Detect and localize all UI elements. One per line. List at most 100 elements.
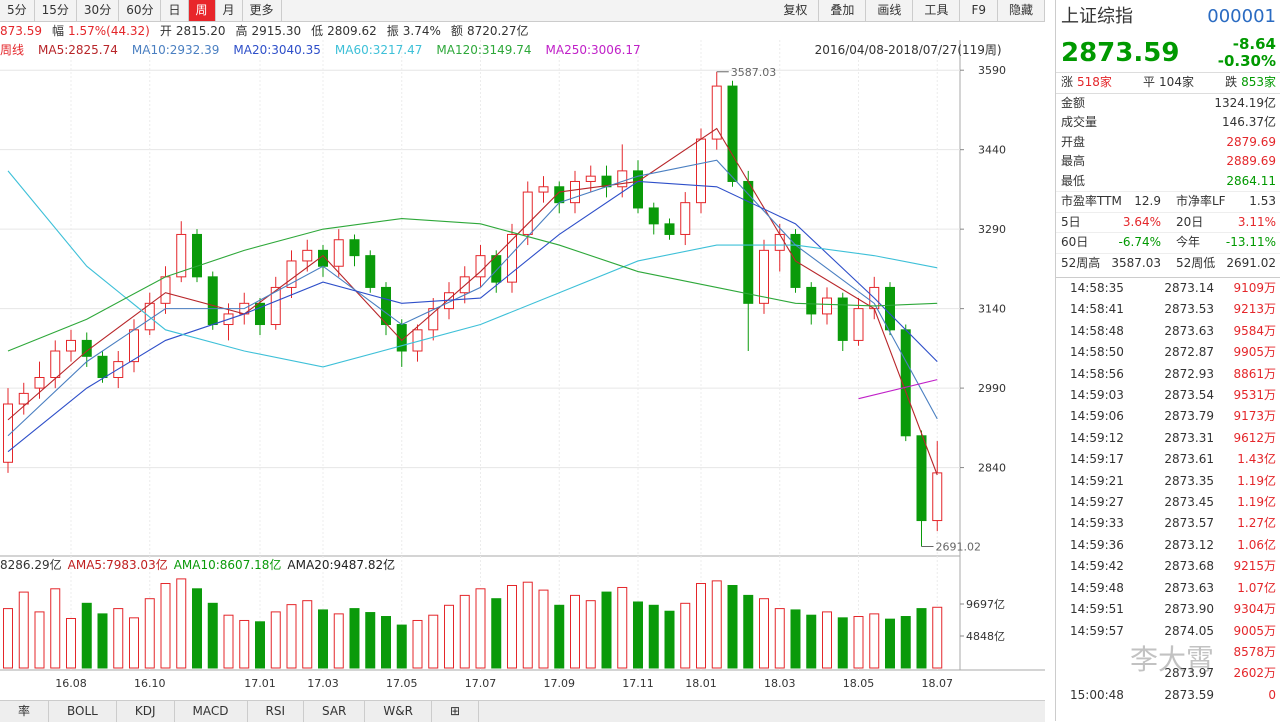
tick-row: 14:59:42 2873.68 9215万: [1056, 556, 1280, 577]
candle-body: [759, 249, 769, 304]
tick-time: 14:59:17: [1070, 452, 1124, 467]
tick-time: 14:58:56: [1070, 366, 1124, 381]
tick-time: 14:59:51: [1070, 602, 1124, 617]
add-tab[interactable]: ⊞: [432, 701, 480, 722]
volume-bar: [837, 617, 848, 669]
candle-body: [491, 255, 502, 283]
tick-row: 14:59:06 2873.79 9173万: [1056, 406, 1280, 427]
period-button[interactable]: 5分: [0, 0, 35, 21]
candle-body: [160, 276, 171, 304]
stat-row: 金额 1324.19亿: [1056, 94, 1280, 114]
period-button[interactable]: 月: [216, 0, 243, 21]
tick-price: 2873.12: [1164, 537, 1214, 552]
legend-item: MA10:2932.39: [131, 43, 220, 57]
tick-volume: 9005万: [1233, 623, 1276, 638]
candle-body: [664, 223, 675, 235]
volume-bar: [160, 583, 171, 669]
tools: 复权 叠加 画线 工具 F9 隐藏: [772, 0, 1045, 21]
tick-time: 14:59:27: [1070, 495, 1124, 510]
tool-button[interactable]: 工具: [913, 0, 961, 21]
x-tick-label: 17.03: [307, 677, 339, 690]
tool-button[interactable]: F9: [960, 0, 998, 21]
volume-bar: [522, 581, 533, 669]
quote-item: 高 2915.30: [236, 22, 302, 40]
volume-bar: [144, 598, 155, 669]
tool-button[interactable]: 复权: [772, 0, 820, 21]
volume-bar: [853, 616, 864, 669]
change: -8.64 -0.30%: [1218, 36, 1276, 70]
breadth-label: 平: [1143, 75, 1156, 89]
period-button[interactable]: 15分: [35, 0, 77, 21]
candle-body: [270, 286, 281, 326]
period-button[interactable]: 日: [161, 0, 189, 21]
tick-volume: 9109万: [1233, 281, 1276, 295]
candle-body: [176, 233, 187, 278]
ratio-item: 52周低 2691.02: [1176, 254, 1276, 274]
volume-bar: [349, 608, 360, 669]
annotation: 3587.03: [731, 66, 777, 79]
period-button[interactable]: 30分: [77, 0, 120, 21]
ratio-label: 今年: [1176, 235, 1201, 249]
ratio-value: -6.74%: [1118, 235, 1161, 249]
tool-button[interactable]: 画线: [866, 0, 914, 21]
x-tick-label: 17.01: [244, 677, 276, 690]
legend-item: MA120:3149.74: [436, 43, 532, 57]
indicator-tab[interactable]: 率: [0, 701, 50, 722]
tick-row: 14:59:33 2873.57 1.27亿: [1056, 513, 1280, 534]
toolbar: 5分 15分 30分 60分日周月更多 复权 叠加 画线 工具 F9 隐藏: [0, 0, 1045, 22]
breadth-value: 104家: [1159, 75, 1194, 89]
candle-body: [192, 233, 202, 278]
indicator-tab[interactable]: KDJ: [117, 701, 175, 722]
ma-line: [7, 170, 938, 368]
indicator-tab[interactable]: W&R: [365, 701, 432, 722]
volume-bar: [491, 598, 502, 669]
stat-row: 成交量 146.37亿: [1056, 113, 1280, 133]
legend-item: MA250:3006.17: [545, 43, 641, 57]
tick-volume: 1.43亿: [1237, 452, 1276, 467]
stat-value: 146.37亿: [1222, 115, 1276, 129]
x-tick-label: 18.03: [764, 677, 796, 690]
breadth: 涨 518家 平 104家 跌 853家: [1056, 72, 1280, 94]
tick-volume: 0: [1268, 687, 1276, 702]
volume-bar: [365, 612, 376, 669]
period-button[interactable]: 60分: [119, 0, 162, 21]
ratio-label: 5日: [1061, 214, 1081, 229]
ratio-value: 3.11%: [1237, 214, 1276, 229]
ratio-row: 5日 3.64% 20日 3.11%: [1056, 211, 1280, 233]
tick-volume: 2602万: [1233, 666, 1276, 681]
period-button[interactable]: 周: [188, 0, 216, 21]
tool-button[interactable]: 隐藏: [998, 0, 1045, 21]
tool-button[interactable]: 叠加: [819, 0, 867, 21]
volume-bar: [428, 614, 439, 669]
indicator-tab[interactable]: BOLL: [49, 701, 117, 722]
volume-bar: [664, 610, 675, 669]
stat-label: 成交量: [1061, 115, 1098, 129]
candle-body: [50, 350, 61, 379]
ma-line: [858, 379, 938, 400]
period-button[interactable]: 更多: [243, 0, 282, 21]
stat-label: 最低: [1061, 173, 1086, 188]
tick-volume: 1.19亿: [1237, 495, 1276, 510]
volume-bar: [932, 606, 943, 669]
tick-row: 2873.97 2602万: [1056, 663, 1280, 684]
volume-bar: [18, 591, 29, 669]
tick-volume: 9612万: [1233, 430, 1276, 445]
indicator-tab[interactable]: SAR: [304, 701, 366, 722]
indicator-tab[interactable]: RSI: [248, 701, 304, 722]
volume-bar: [302, 600, 313, 669]
ratio-value: 3.64%: [1122, 214, 1161, 229]
candle-body: [538, 186, 549, 193]
tick-volume: 9531万: [1233, 388, 1276, 403]
candle-body: [570, 180, 580, 204]
breadth-item: 涨 518家: [1061, 73, 1112, 93]
quote-value: 2809.62: [327, 24, 377, 38]
tick-price: 2873.53: [1164, 302, 1214, 317]
quote-value: 3.74%: [402, 24, 441, 38]
x-tick-label: 18.01: [685, 677, 717, 690]
tick-price: 2873.63: [1164, 580, 1214, 595]
stat-label: 金额: [1061, 95, 1086, 110]
stat-label: 开盘: [1061, 134, 1086, 149]
indicator-tab[interactable]: MACD: [175, 701, 248, 722]
quote-item: 振 3.74%: [387, 22, 441, 40]
tick-row: 14:59:48 2873.63 1.07亿: [1056, 578, 1280, 599]
